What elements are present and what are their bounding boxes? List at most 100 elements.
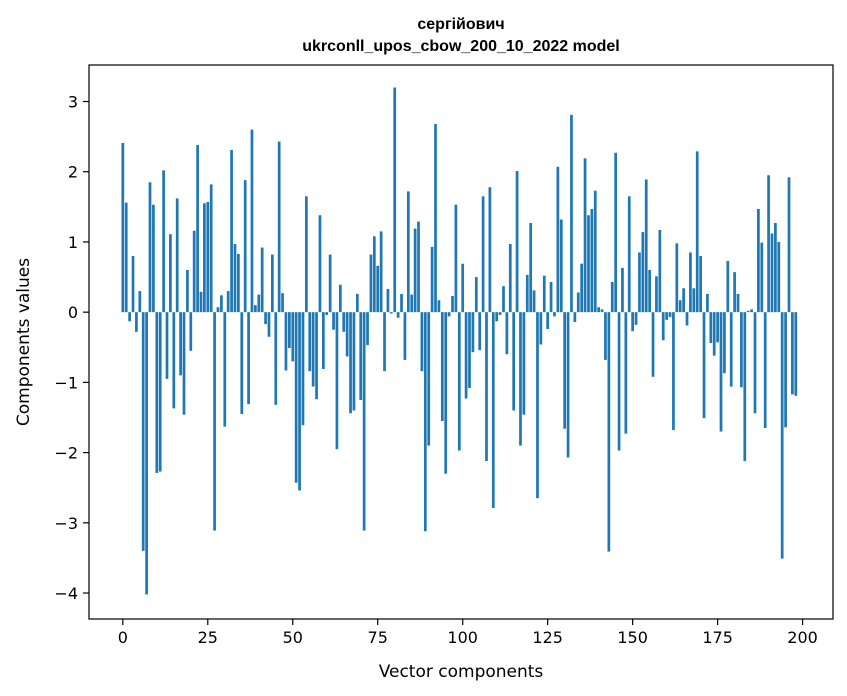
bar (355, 293, 359, 313)
bar (454, 204, 458, 313)
bar (335, 312, 339, 450)
bar (298, 312, 301, 491)
bar (729, 312, 733, 387)
bar (260, 247, 264, 313)
bar (165, 312, 169, 379)
y-tick-label: 1 (68, 233, 78, 252)
bar (254, 305, 257, 313)
bar (152, 204, 155, 313)
bar (675, 243, 679, 313)
bar (192, 230, 196, 313)
x-tick-label: 50 (283, 628, 303, 647)
bar (440, 312, 444, 421)
bar (542, 275, 546, 313)
x-tick-label: 25 (198, 628, 218, 647)
bar (508, 244, 512, 313)
bar (301, 312, 305, 426)
bar (359, 312, 363, 400)
bar (471, 312, 475, 353)
bar (124, 202, 128, 313)
y-tick-label: 0 (68, 303, 78, 322)
bar (400, 293, 403, 313)
plot-frame (88, 64, 834, 620)
bar (794, 312, 798, 396)
bar (444, 312, 448, 474)
bar (294, 312, 298, 483)
bar (345, 312, 349, 357)
bar (175, 198, 179, 313)
bar (712, 312, 716, 356)
bar (128, 312, 131, 322)
bar (162, 170, 165, 313)
bar (590, 208, 594, 313)
bar (135, 312, 138, 332)
bar (338, 284, 342, 313)
bar (417, 221, 420, 313)
bar (155, 312, 159, 473)
bar (593, 190, 597, 313)
bar (230, 149, 233, 313)
bar (434, 123, 437, 313)
bar (566, 312, 570, 458)
bar (366, 312, 369, 346)
bar (430, 246, 434, 313)
bar (726, 260, 730, 313)
x-tick-label: 150 (617, 628, 648, 647)
x-tick-label: 0 (118, 628, 128, 647)
bar (648, 270, 651, 313)
bar (716, 312, 719, 343)
y-tick-label: 3 (68, 93, 78, 112)
bar (389, 312, 393, 314)
bar (233, 244, 237, 313)
bar (750, 309, 753, 313)
bar (410, 294, 414, 313)
bar (638, 252, 641, 313)
bar (699, 255, 702, 313)
bar (325, 312, 329, 315)
bar (206, 201, 210, 313)
bar (498, 312, 502, 315)
bar (220, 295, 223, 313)
bar (403, 312, 407, 360)
bar (597, 307, 601, 313)
bar (427, 312, 431, 446)
y-tick-label: 2 (68, 163, 78, 182)
bar (634, 312, 638, 325)
bar (777, 241, 781, 313)
bar (502, 286, 505, 313)
bar (478, 312, 482, 351)
y-tick-label: −4 (54, 584, 78, 603)
bar (328, 254, 332, 313)
bar (702, 312, 706, 419)
bar (791, 312, 794, 395)
bar (672, 312, 675, 431)
bar (332, 312, 335, 330)
bar (536, 312, 539, 499)
bar (396, 312, 400, 318)
bar (505, 312, 509, 355)
bar (525, 274, 529, 313)
bar (583, 158, 587, 313)
bar (362, 312, 366, 531)
bar (216, 307, 220, 313)
bar (223, 312, 227, 427)
bar (607, 312, 611, 552)
bar (311, 312, 315, 387)
bar (321, 312, 325, 370)
y-axis-label: Components values (14, 258, 34, 426)
x-axis-ticks: 0 25 50 75 100 125 150 175 200 (118, 619, 818, 647)
bar (709, 312, 713, 344)
bar (580, 263, 584, 313)
bar (719, 312, 723, 432)
bar (257, 294, 261, 313)
bar (237, 253, 240, 313)
bar (784, 312, 787, 428)
bar (481, 196, 485, 313)
bar (532, 290, 536, 313)
bar (213, 312, 216, 531)
bar (121, 142, 125, 313)
bar (437, 300, 441, 313)
bar (678, 300, 682, 313)
bar (243, 180, 247, 313)
